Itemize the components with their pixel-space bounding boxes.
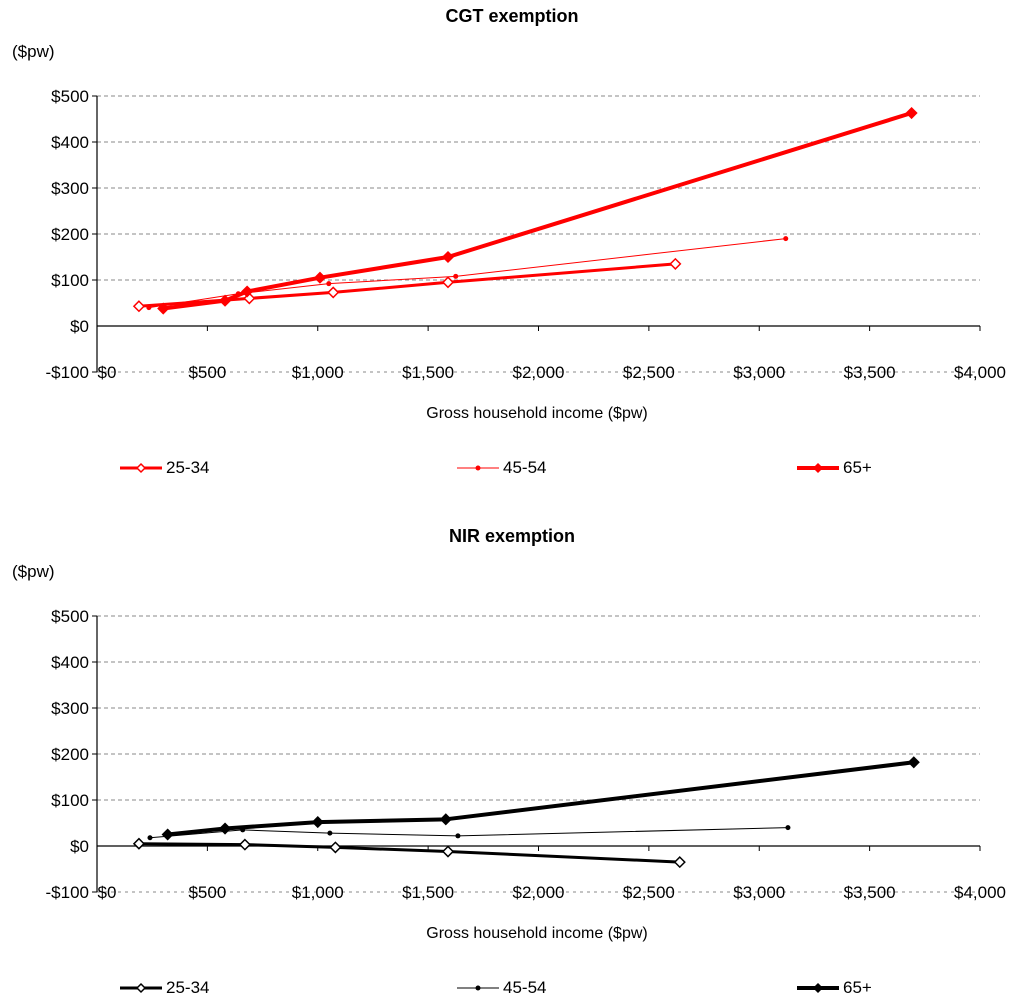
data-point [907,756,920,769]
y-tick-label: $400 [51,133,89,152]
data-point [313,271,327,284]
legend-label: 65+ [843,458,872,477]
legend-item: 65+ [795,978,872,998]
x-tick-label: $4,000 [954,883,1006,902]
x-tick-label: $1,500 [402,883,454,902]
x-tick-label: $4,000 [954,363,1006,382]
series-line-65+ [162,111,913,311]
legend-item: 65+ [795,458,872,478]
x-tick-label: $2,000 [513,363,565,382]
chart-panel-nir: NIR exemption ($pw) -$100 $0 $100 $200 $300 $… [0,520,1024,1007]
y-tick-label: $400 [51,653,89,672]
y-tick-label: -$100 [46,363,89,382]
data-point [441,845,455,858]
x-tick-label: $2,500 [623,883,675,902]
legend-item: 25-34 [118,978,209,998]
data-point [327,286,340,299]
legend-label: 25-34 [166,978,210,997]
x-tick-label: $500 [188,363,226,382]
x-tick-label: $3,500 [844,363,896,382]
legend-swatch [797,982,839,994]
x-axis-title: Gross household income ($pw) [426,925,648,942]
data-point [475,465,481,471]
y-tick-label: $200 [51,745,89,764]
y-tick-label: $500 [51,607,89,626]
x-tick-label: $1,000 [292,883,344,902]
data-point [135,462,147,474]
series-line-65+ [167,760,915,837]
plot-area: -$100 $0 $100 $200 $300 $400 $500 $0 $500 $1,000 $… [46,607,1006,902]
legend-label: 45-54 [503,458,547,477]
data-point [455,833,461,839]
data-point [132,300,146,313]
x-tick-label: $2,500 [623,363,675,382]
data-point [147,835,153,841]
data-point [311,816,324,829]
plot-area: -$100 $0 $100 $200 $300 $400 $500 $0 $500 $1,000 $… [46,87,1006,382]
x-axis-title: Gross household income ($pw) [426,405,648,422]
y-tick-label: $300 [51,179,89,198]
legend-item: 45-54 [455,978,546,998]
y-tick-label: $0 [70,317,89,336]
data-point [439,813,452,826]
legend-label: 45-54 [503,978,547,997]
data-point [812,982,824,994]
legend-swatch [457,465,499,471]
x-tick-label: $2,000 [513,883,565,902]
data-point [673,856,686,869]
data-point [135,982,147,994]
legend: 25-34 45-54 65+ [0,978,1024,1008]
y-tick-label: $0 [70,837,89,856]
x-tick-label: $3,500 [844,883,896,902]
data-point [161,828,174,841]
data-point [785,825,791,831]
data-point [812,462,824,474]
legend-label: 25-34 [166,458,210,477]
x-tick-label: $0 [98,883,117,902]
y-axis-unit-label: ($pw) [12,562,55,581]
data-point [441,250,455,264]
data-point [783,236,789,242]
data-point [475,985,481,991]
legend-item: 45-54 [455,458,546,478]
chart-title: CGT exemption [445,6,579,26]
x-tick-label: $3,000 [733,883,785,902]
data-point [669,257,682,270]
data-point [441,276,455,289]
x-tick-label: $1,000 [292,363,344,382]
y-tick-label: -$100 [46,883,89,902]
x-tick-label: $500 [188,883,226,902]
chart-panel-cgt: CGT exemption ($pw) -$100 $0 $100 $200 $300 $… [0,0,1024,500]
data-point [218,822,232,835]
data-point [241,285,254,298]
y-axis-unit-label: ($pw) [12,42,55,61]
data-point [327,830,333,836]
data-point [453,273,459,279]
legend-label: 65+ [843,978,872,997]
data-point [132,837,146,850]
y-tick-label: $200 [51,225,89,244]
legend-swatch [120,982,162,994]
y-tick-label: $300 [51,699,89,718]
legend-swatch [797,462,839,474]
data-point [905,106,918,120]
chart-title: NIR exemption [448,526,576,546]
series-line-45-54 [149,827,788,839]
data-point [157,302,170,315]
x-tick-label: $3,000 [733,363,785,382]
data-point [238,838,251,851]
data-point [218,294,232,307]
y-tick-label: $500 [51,87,89,106]
data-point [146,305,152,311]
legend-item: 25-34 [118,458,209,478]
y-tick-label: $100 [51,271,89,290]
legend-swatch [120,462,162,474]
x-tick-label: $1,500 [402,363,454,382]
x-tick-label: $0 [98,363,117,382]
data-point [329,841,342,854]
y-tick-label: $100 [51,791,89,810]
legend: 25-34 45-54 65+ [0,458,1024,488]
legend-swatch [457,985,499,991]
data-point [326,281,332,287]
